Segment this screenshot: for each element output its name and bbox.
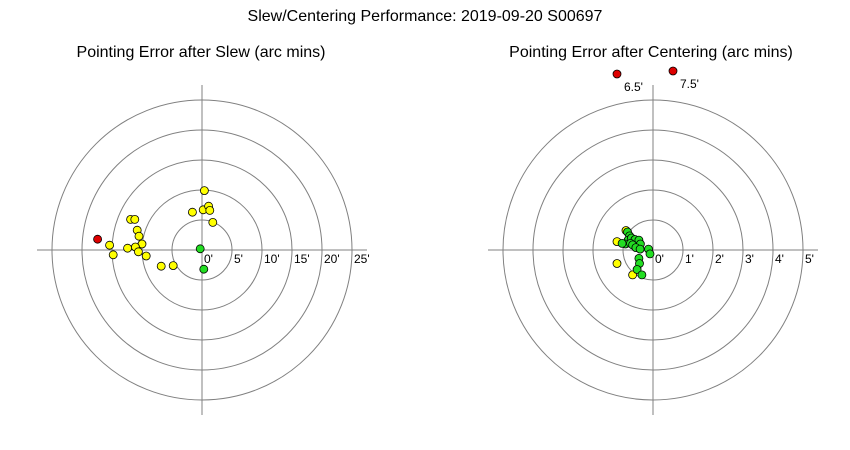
slew-point-yellow: [156, 261, 166, 271]
centering-outlier-label: 6.5': [624, 80, 643, 94]
centering-tick-label: 1': [685, 252, 694, 266]
slew-tick-label: 10': [264, 252, 280, 266]
slew-point-yellow: [134, 231, 144, 241]
centering-outlier-point: [612, 69, 622, 79]
centering-tick-label: 0': [655, 252, 664, 266]
slew-plot-title: Pointing Error after Slew (arc mins): [76, 44, 326, 61]
slew-point-yellow: [208, 217, 218, 227]
slew-point-yellow: [168, 261, 178, 271]
centering-tick-label: 3': [745, 252, 754, 266]
slew-point-yellow: [205, 205, 215, 215]
slew-tick-label: 20': [324, 252, 340, 266]
centering-plot-title: Pointing Error after Centering (arc mins…: [509, 44, 793, 61]
slew-point-yellow: [123, 243, 132, 253]
slew-tick-label: 25': [354, 252, 370, 266]
slew-plot: 0' 5' 10' 15' 20' 25': [37, 85, 370, 415]
centering-point-green: [632, 265, 642, 274]
figure-title: Slew/Centering Performance: 2019-09-20 S…: [247, 8, 603, 25]
slew-point-green: [199, 264, 209, 274]
slew-tick-label: 15': [294, 252, 310, 266]
centering-point-green: [645, 249, 655, 259]
slew-point-yellow: [133, 247, 143, 257]
slew-point-yellow: [108, 250, 118, 260]
slew-point-yellow: [141, 251, 151, 261]
centering-outlier-label: 7.5': [680, 77, 699, 91]
slew-tick-label: 5': [234, 252, 243, 266]
slew-point-yellow: [187, 207, 197, 217]
slew-tick-label: 0': [204, 252, 213, 266]
centering-point-green: [617, 238, 627, 248]
centering-point-green: [637, 270, 647, 280]
centering-point-yellow: [612, 259, 622, 268]
centering-outlier-point: [668, 66, 678, 76]
slew-point-yellow: [199, 186, 209, 196]
slew-point-green: [195, 244, 205, 254]
centering-tick-label: 2': [715, 252, 724, 266]
slew-point-yellow: [105, 240, 114, 250]
centering-tick-label: 4': [775, 252, 784, 266]
centering-tick-label: 5': [805, 252, 814, 266]
centering-plot: 0' 1' 2' 3' 4' 5' 6.5' 7.5': [488, 66, 818, 415]
slew-point-red: [93, 234, 102, 244]
slew-point-yellow: [130, 214, 140, 224]
centering-point-green: [635, 244, 645, 254]
